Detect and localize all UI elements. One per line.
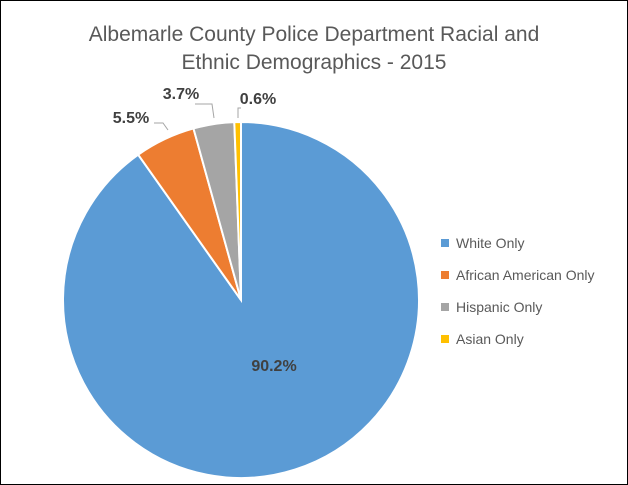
- legend-label: White Only: [456, 235, 525, 251]
- legend-swatch: [441, 271, 449, 279]
- data-label: 0.6%: [240, 91, 276, 108]
- pie-slice-asian-only: [233, 120, 242, 301]
- legend-swatch: [441, 303, 449, 311]
- leader-line: [237, 107, 241, 118]
- legend-swatch: [441, 335, 449, 343]
- chart-title-line-1: Albemarle County Police Department Racia…: [88, 23, 540, 46]
- legend-item-asian-only: Asian Only: [441, 323, 595, 355]
- legend-swatch: [441, 239, 449, 247]
- data-label: 3.7%: [163, 86, 199, 103]
- legend-item-white-only: White Only: [441, 227, 595, 259]
- legend-label: Hispanic Only: [456, 299, 543, 315]
- data-label: 5.5%: [113, 110, 149, 127]
- legend-item-african-american-only: African American Only: [441, 259, 595, 291]
- data-label: 90.2%: [251, 358, 296, 375]
- legend: White Only African American Only Hispani…: [441, 227, 595, 355]
- legend-item-hispanic-only: Hispanic Only: [441, 291, 595, 323]
- leader-line: [154, 122, 169, 131]
- chart-title-line-2: Ethnic Demographics - 2015: [181, 51, 447, 74]
- legend-label: African American Only: [456, 267, 595, 283]
- leader-line: [195, 103, 215, 119]
- chart-title: Albemarle County Police Department Racia…: [1, 21, 627, 77]
- legend-label: Asian Only: [456, 331, 524, 347]
